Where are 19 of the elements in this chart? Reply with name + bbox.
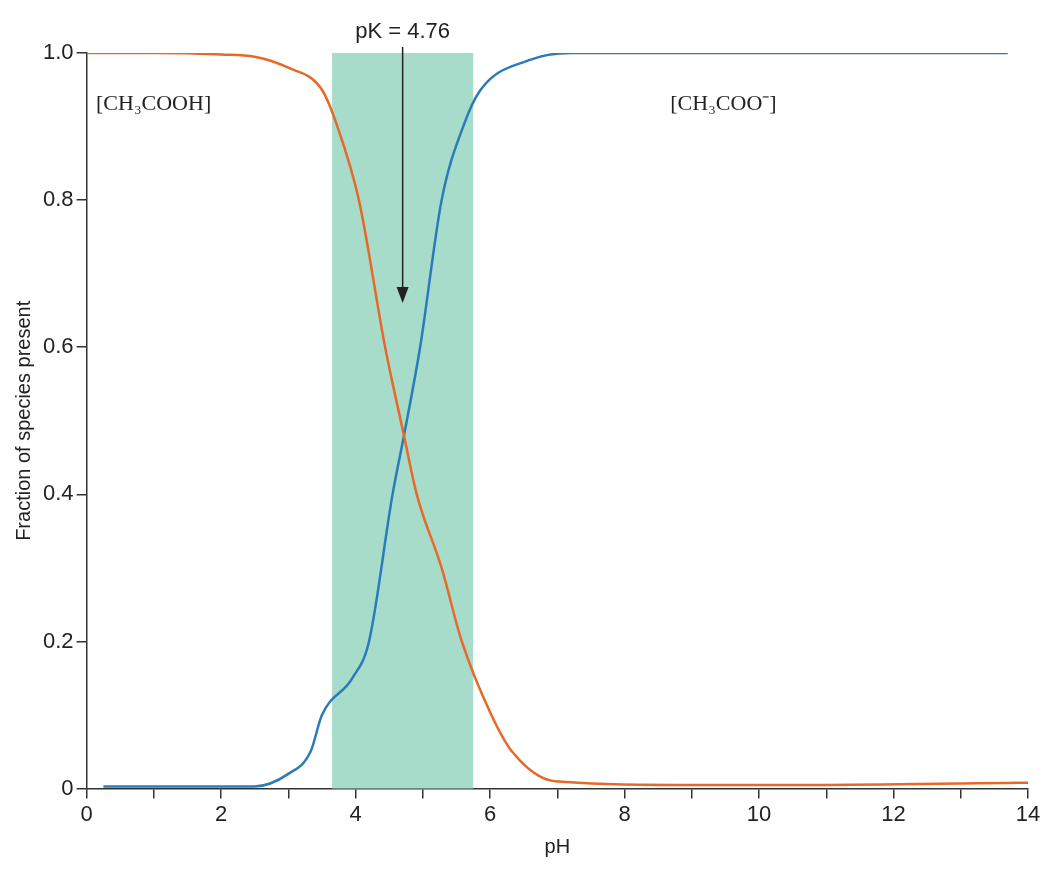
y-tick-label: 0.8 — [42, 186, 74, 212]
series-label: [CH₃COO⁻] — [670, 90, 777, 116]
text: pK = 4.76 — [355, 18, 451, 44]
x-tick-label: 0 — [80, 800, 93, 826]
x-axis-title: pH — [544, 834, 571, 857]
y-tick-label: 0.4 — [42, 480, 74, 506]
series-label: [CH₃COOH] — [96, 90, 212, 116]
x-tick-label: 10 — [746, 800, 772, 826]
y-tick-label: 1.0 — [42, 39, 74, 65]
x-tick-label: 8 — [618, 800, 631, 826]
y-tick-label: 0.2 — [42, 627, 74, 653]
x-tick-label: 4 — [349, 800, 362, 826]
x-tick-label: 12 — [881, 800, 906, 826]
x-tick-label: 14 — [1015, 800, 1041, 826]
y-tick-label: 0 — [61, 774, 74, 800]
x-tick-label: 6 — [483, 800, 497, 826]
x-tick-label: 2 — [214, 800, 228, 826]
y-axis-title: Fraction of species present — [11, 300, 34, 541]
y-tick-label: 0.6 — [42, 333, 74, 359]
